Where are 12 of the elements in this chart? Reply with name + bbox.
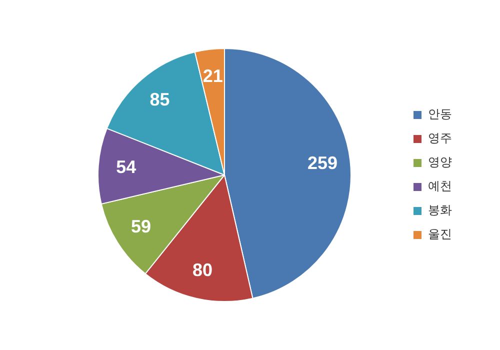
legend-label: 봉화 — [428, 203, 452, 218]
legend-label: 울진 — [428, 227, 452, 242]
legend-label: 영양 — [428, 155, 452, 170]
legend-label: 안동 — [428, 107, 452, 122]
data-label: 85 — [150, 89, 170, 110]
data-label: 80 — [192, 260, 212, 280]
legend-label: 예천 — [428, 179, 452, 194]
data-label: 59 — [131, 216, 152, 237]
data-label: 259 — [308, 152, 338, 173]
data-label: 54 — [116, 156, 136, 177]
legend-label: 영주 — [428, 131, 452, 146]
data-label: 21 — [202, 66, 223, 86]
